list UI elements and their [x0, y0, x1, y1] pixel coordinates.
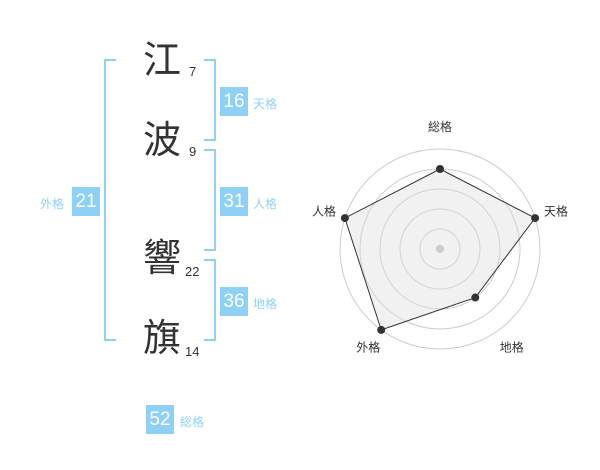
char-4: 旗: [142, 316, 181, 360]
strokes-4: 14: [185, 344, 200, 359]
gaikaku-label: 外格: [40, 197, 65, 211]
radar-point-2: [471, 293, 480, 302]
jinkaku-bracket: [204, 149, 216, 251]
radar-axis-label: 総格: [428, 119, 452, 134]
chikaku-bracket: [204, 259, 216, 341]
chikaku-label: 地格: [253, 297, 278, 311]
gaikaku-value: 21: [72, 187, 100, 216]
tenkaku-label: 天格: [253, 97, 278, 111]
radar-ring: [399, 208, 481, 290]
radar-point-1: [531, 214, 540, 223]
char-2: 波: [142, 118, 181, 162]
radar-axis-label: 外格: [356, 340, 380, 355]
radar-point-0: [436, 165, 444, 173]
radar-point-3: [377, 325, 386, 334]
strokes-2: 9: [189, 144, 197, 159]
tenkaku-bracket: [204, 59, 216, 141]
strokes-1: 7: [189, 64, 197, 79]
soukaku-label: 総格: [180, 415, 205, 429]
gaikaku-bracket: [104, 59, 116, 341]
radar-axis-label: 天格: [544, 203, 568, 218]
radar-ring: [419, 228, 461, 270]
radar-axis-label: 地格: [500, 340, 524, 355]
jinkaku-label: 人格: [253, 197, 278, 211]
soukaku-value: 52: [146, 405, 174, 434]
char-1: 江: [142, 38, 181, 82]
strokes-3: 22: [185, 264, 200, 279]
char-3: 響: [142, 236, 181, 280]
chikaku-value: 36: [220, 287, 248, 316]
radar-ring: [379, 188, 501, 310]
radar-point-4: [340, 214, 349, 223]
tenkaku-value: 16: [220, 87, 248, 116]
radar-axis-label: 人格: [312, 203, 336, 218]
radar-center: [436, 245, 444, 253]
jinkaku-value: 31: [220, 187, 248, 216]
radar-ring: [339, 148, 541, 350]
